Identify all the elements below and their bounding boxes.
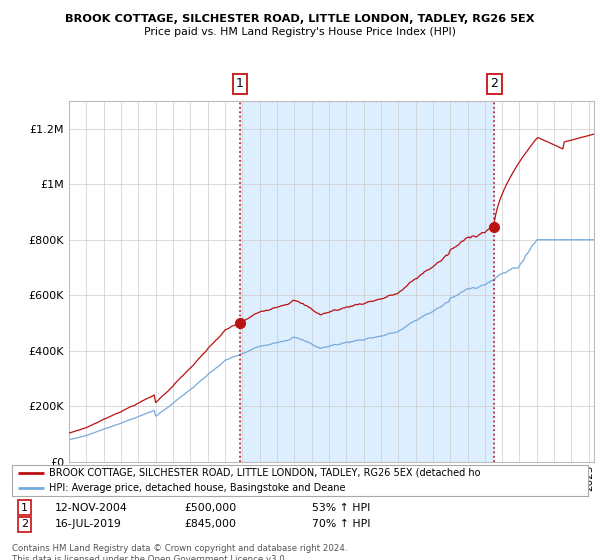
Text: 70% ↑ HPI: 70% ↑ HPI	[311, 520, 370, 529]
Text: 1: 1	[21, 503, 28, 512]
Text: BROOK COTTAGE, SILCHESTER ROAD, LITTLE LONDON, TADLEY, RG26 5EX (detached ho: BROOK COTTAGE, SILCHESTER ROAD, LITTLE L…	[49, 468, 481, 478]
Text: 2: 2	[490, 77, 498, 91]
Text: 53% ↑ HPI: 53% ↑ HPI	[311, 503, 370, 512]
Text: Contains HM Land Registry data © Crown copyright and database right 2024.
This d: Contains HM Land Registry data © Crown c…	[12, 544, 347, 560]
Text: 12-NOV-2004: 12-NOV-2004	[55, 503, 128, 512]
Bar	[240, 101, 494, 462]
Text: £500,000: £500,000	[185, 503, 237, 512]
Text: £845,000: £845,000	[185, 520, 237, 529]
Text: 2: 2	[21, 520, 28, 529]
Text: BROOK COTTAGE, SILCHESTER ROAD, LITTLE LONDON, TADLEY, RG26 5EX: BROOK COTTAGE, SILCHESTER ROAD, LITTLE L…	[65, 14, 535, 24]
Text: 1: 1	[236, 77, 244, 91]
Text: HPI: Average price, detached house, Basingstoke and Deane: HPI: Average price, detached house, Basi…	[49, 483, 346, 493]
Text: 16-JUL-2019: 16-JUL-2019	[55, 520, 122, 529]
Text: Price paid vs. HM Land Registry's House Price Index (HPI): Price paid vs. HM Land Registry's House …	[144, 27, 456, 37]
